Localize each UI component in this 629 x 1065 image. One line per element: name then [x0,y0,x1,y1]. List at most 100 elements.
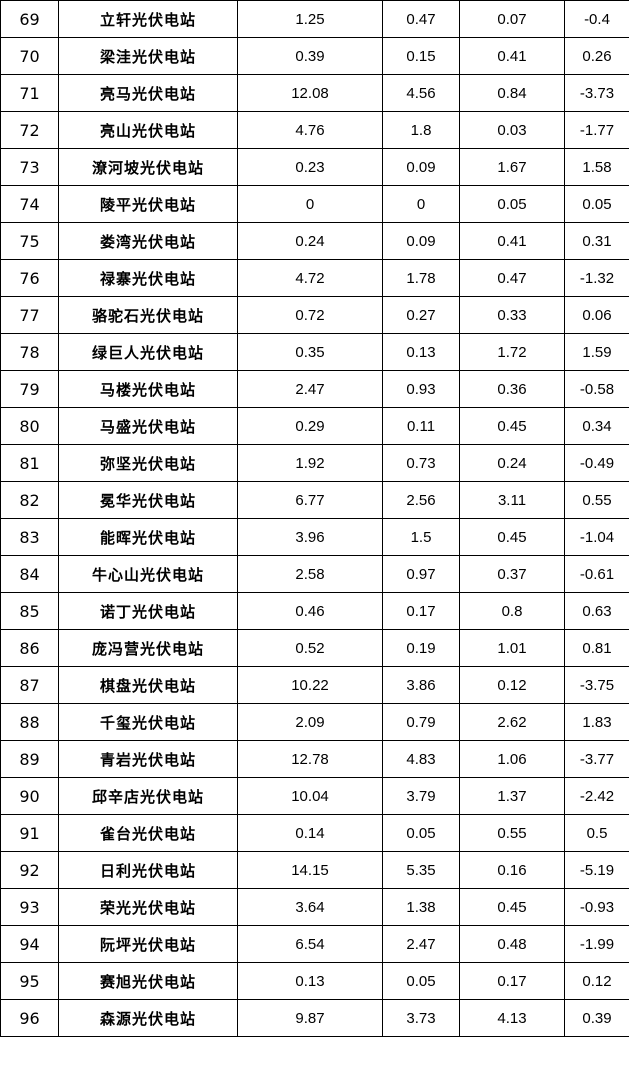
value-col-3-cell: 1.01 [459,629,565,667]
value-col-2-cell: 0.27 [382,296,460,334]
value-col-4-cell: 0.31 [564,222,629,260]
value-col-2-cell: 0.93 [382,370,460,408]
station-name-cell: 马楼光伏电站 [58,370,238,408]
value-col-4-cell: -3.75 [564,666,629,704]
station-name-cell: 赛旭光伏电站 [58,962,238,1000]
table-row: 94 阮坪光伏电站 6.54 2.47 0.48 -1.99 [0,925,629,963]
table-row: 74 陵平光伏电站 0 0 0.05 0.05 [0,185,629,223]
value-col-1-cell: 1.25 [237,0,383,38]
value-col-3-cell: 0.17 [459,962,565,1000]
value-col-3-cell: 0.47 [459,259,565,297]
value-col-4-cell: -5.19 [564,851,629,889]
table-row: 71 亮马光伏电站 12.08 4.56 0.84 -3.73 [0,74,629,112]
row-number-cell: 70 [0,37,59,75]
value-col-1-cell: 1.92 [237,444,383,482]
table-row: 75 娄湾光伏电站 0.24 0.09 0.41 0.31 [0,222,629,260]
station-name-cell: 亮马光伏电站 [58,74,238,112]
value-col-4-cell: 0.12 [564,962,629,1000]
row-number-cell: 95 [0,962,59,1000]
value-col-4-cell: 1.58 [564,148,629,186]
table-row: 90 邱辛店光伏电站 10.04 3.79 1.37 -2.42 [0,777,629,815]
table-row: 80 马盛光伏电站 0.29 0.11 0.45 0.34 [0,407,629,445]
value-col-2-cell: 0.47 [382,0,460,38]
value-col-1-cell: 4.72 [237,259,383,297]
value-col-3-cell: 0.05 [459,185,565,223]
value-col-2-cell: 0.05 [382,962,460,1000]
value-col-4-cell: -1.99 [564,925,629,963]
value-col-3-cell: 0.03 [459,111,565,149]
row-number-cell: 82 [0,481,59,519]
power-station-table: 69 立轩光伏电站 1.25 0.47 0.07 -0.4 70 梁洼光伏电站 0.39 0.15… [0,0,629,1037]
value-col-1-cell: 12.78 [237,740,383,778]
value-col-2-cell: 0.15 [382,37,460,75]
table-row: 81 弥坚光伏电站 1.92 0.73 0.24 -0.49 [0,444,629,482]
station-name-cell: 弥坚光伏电站 [58,444,238,482]
value-col-4-cell: -3.77 [564,740,629,778]
value-col-1-cell: 0.23 [237,148,383,186]
table-row: 84 牛心山光伏电站 2.58 0.97 0.37 -0.61 [0,555,629,593]
value-col-2-cell: 3.86 [382,666,460,704]
value-col-3-cell: 0.48 [459,925,565,963]
value-col-4-cell: -3.73 [564,74,629,112]
value-col-3-cell: 1.72 [459,333,565,371]
row-number-cell: 91 [0,814,59,852]
row-number-cell: 75 [0,222,59,260]
value-col-4-cell: 1.59 [564,333,629,371]
value-col-4-cell: 0.26 [564,37,629,75]
station-name-cell: 娄湾光伏电站 [58,222,238,260]
value-col-2-cell: 0.79 [382,703,460,741]
value-col-1-cell: 9.87 [237,999,383,1037]
value-col-3-cell: 1.67 [459,148,565,186]
value-col-1-cell: 10.04 [237,777,383,815]
station-name-cell: 禄寨光伏电站 [58,259,238,297]
row-number-cell: 87 [0,666,59,704]
value-col-4-cell: -1.04 [564,518,629,556]
value-col-2-cell: 0.97 [382,555,460,593]
value-col-3-cell: 1.06 [459,740,565,778]
value-col-3-cell: 0.37 [459,555,565,593]
value-col-1-cell: 0.35 [237,333,383,371]
row-number-cell: 89 [0,740,59,778]
value-col-2-cell: 3.79 [382,777,460,815]
value-col-2-cell: 4.56 [382,74,460,112]
value-col-2-cell: 0.05 [382,814,460,852]
table-row: 79 马楼光伏电站 2.47 0.93 0.36 -0.58 [0,370,629,408]
row-number-cell: 80 [0,407,59,445]
value-col-3-cell: 3.11 [459,481,565,519]
value-col-1-cell: 2.09 [237,703,383,741]
station-name-cell: 青岩光伏电站 [58,740,238,778]
value-col-3-cell: 1.37 [459,777,565,815]
table-row: 96 森源光伏电站 9.87 3.73 4.13 0.39 [0,999,629,1037]
value-col-4-cell: 1.83 [564,703,629,741]
station-name-cell: 牛心山光伏电站 [58,555,238,593]
table-row: 88 千玺光伏电站 2.09 0.79 2.62 1.83 [0,703,629,741]
value-col-3-cell: 0.41 [459,222,565,260]
value-col-4-cell: 0.39 [564,999,629,1037]
row-number-cell: 72 [0,111,59,149]
value-col-1-cell: 6.77 [237,481,383,519]
station-name-cell: 雀台光伏电站 [58,814,238,852]
value-col-3-cell: 0.24 [459,444,565,482]
value-col-2-cell: 2.56 [382,481,460,519]
value-col-3-cell: 0.45 [459,518,565,556]
value-col-1-cell: 0.13 [237,962,383,1000]
table-row: 72 亮山光伏电站 4.76 1.8 0.03 -1.77 [0,111,629,149]
value-col-1-cell: 2.58 [237,555,383,593]
value-col-2-cell: 0.73 [382,444,460,482]
table-row: 78 绿巨人光伏电站 0.35 0.13 1.72 1.59 [0,333,629,371]
table-row: 92 日利光伏电站 14.15 5.35 0.16 -5.19 [0,851,629,889]
value-col-3-cell: 0.36 [459,370,565,408]
station-name-cell: 阮坪光伏电站 [58,925,238,963]
value-col-2-cell: 1.78 [382,259,460,297]
value-col-4-cell: -0.58 [564,370,629,408]
station-name-cell: 千玺光伏电站 [58,703,238,741]
value-col-1-cell: 0.46 [237,592,383,630]
value-col-4-cell: 0.5 [564,814,629,852]
station-name-cell: 骆驼石光伏电站 [58,296,238,334]
row-number-cell: 92 [0,851,59,889]
value-col-1-cell: 0.39 [237,37,383,75]
station-name-cell: 马盛光伏电站 [58,407,238,445]
value-col-1-cell: 0.24 [237,222,383,260]
table-row: 70 梁洼光伏电站 0.39 0.15 0.41 0.26 [0,37,629,75]
value-col-4-cell: -1.77 [564,111,629,149]
